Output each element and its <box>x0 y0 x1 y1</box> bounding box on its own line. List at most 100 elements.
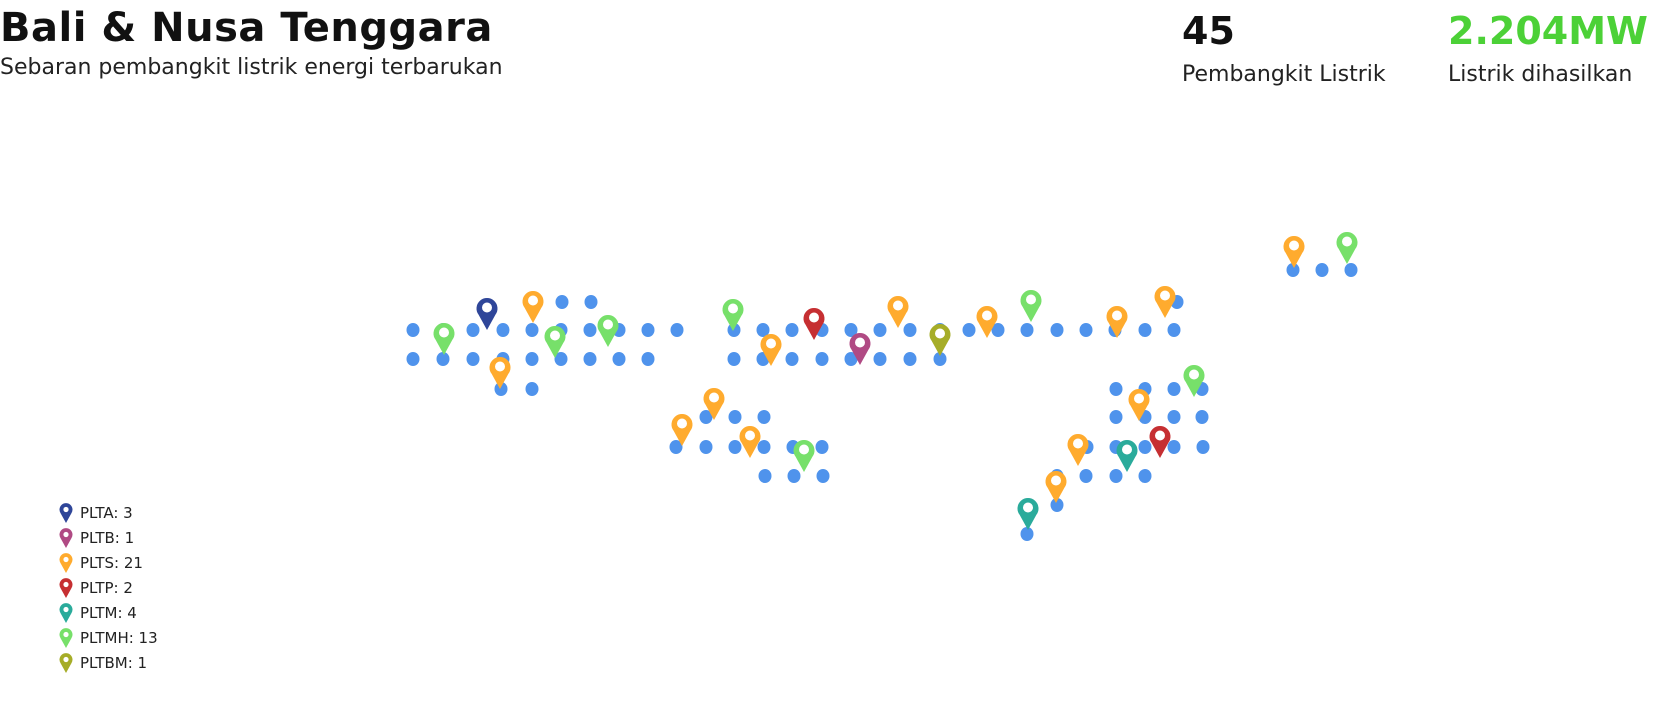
map-pin-icon[interactable] <box>671 414 693 446</box>
stat-power-value: 2.204MW <box>1448 9 1648 53</box>
land-dot <box>1167 440 1181 454</box>
land-dot <box>699 410 713 424</box>
legend-item-pltb[interactable]: PLTB: 1 <box>58 525 158 550</box>
map-pin-icon[interactable] <box>1149 426 1171 458</box>
map-pin-icon[interactable] <box>722 299 744 331</box>
map-pin-icon[interactable] <box>1336 232 1358 264</box>
legend-item-pltm[interactable]: PLTM: 4 <box>58 600 158 625</box>
map-pin-icon[interactable] <box>1183 365 1205 397</box>
land-dot <box>1079 469 1093 483</box>
plant-markers <box>433 232 1358 530</box>
map-pin-icon[interactable] <box>1283 236 1305 268</box>
map-pin-icon[interactable] <box>1017 498 1039 530</box>
map-pin-icon[interactable] <box>803 308 825 340</box>
map-pin-icon[interactable] <box>597 315 619 347</box>
map-pin-icon[interactable] <box>522 291 544 323</box>
land-dot <box>669 440 683 454</box>
map-pin-icon[interactable] <box>739 426 761 458</box>
land-dot <box>1138 440 1152 454</box>
land-dot <box>815 440 829 454</box>
land-dot <box>1286 263 1300 277</box>
land-dots <box>406 263 1358 541</box>
land-dot <box>436 352 450 366</box>
legend-item-pltp[interactable]: PLTP: 2 <box>58 575 158 600</box>
map-pin-icon[interactable] <box>887 296 909 328</box>
map-pin-icon[interactable] <box>976 306 998 338</box>
land-dot <box>1195 410 1209 424</box>
map-pin-icon[interactable] <box>1020 290 1042 322</box>
land-dot <box>757 410 771 424</box>
map-pin-icon[interactable] <box>1067 434 1089 466</box>
map-pin-icon <box>59 502 73 523</box>
land-dot <box>584 295 598 309</box>
land-dot <box>1167 382 1181 396</box>
map-pin-icon[interactable] <box>929 324 951 356</box>
legend-label: PLTP: 2 <box>80 578 133 597</box>
land-dot <box>670 323 684 337</box>
land-dot <box>1079 323 1093 337</box>
page-title: Bali & Nusa Tenggara <box>0 5 493 51</box>
land-dot <box>466 352 480 366</box>
map-pin-icon[interactable] <box>489 357 511 389</box>
land-dot <box>496 323 510 337</box>
land-dot <box>1109 410 1123 424</box>
legend-label: PLTBM: 1 <box>80 653 148 672</box>
land-dot <box>612 352 626 366</box>
map-pin-icon <box>59 652 73 673</box>
legend-label: PLTS: 21 <box>80 553 143 572</box>
land-dot <box>728 410 742 424</box>
land-dot <box>554 352 568 366</box>
land-dot <box>727 352 741 366</box>
land-dot <box>1167 410 1181 424</box>
land-dot <box>1050 498 1064 512</box>
land-dot <box>1109 469 1123 483</box>
map-pin-icon[interactable] <box>760 334 782 366</box>
legend-item-plta[interactable]: PLTA: 3 <box>58 500 158 525</box>
land-dot <box>525 382 539 396</box>
stat-plant-count-value: 45 <box>1182 9 1235 53</box>
legend-item-pltbm[interactable]: PLTBM: 1 <box>58 650 158 675</box>
land-dot <box>816 469 830 483</box>
map-pin-icon[interactable] <box>433 323 455 355</box>
land-dot <box>1138 323 1152 337</box>
land-dot <box>583 323 597 337</box>
map-pin-icon[interactable] <box>1154 286 1176 318</box>
land-dot <box>903 352 917 366</box>
map-pin-icon <box>59 577 73 598</box>
land-dot <box>962 323 976 337</box>
map-pin-icon[interactable] <box>544 326 566 358</box>
map-pin-icon[interactable] <box>793 440 815 472</box>
map-pin-icon[interactable] <box>476 298 498 330</box>
map-pin-icon[interactable] <box>1045 471 1067 503</box>
land-dot <box>1020 527 1034 541</box>
land-dot <box>844 323 858 337</box>
land-dot <box>555 295 569 309</box>
legend-item-plts[interactable]: PLTS: 21 <box>58 550 158 575</box>
land-dot <box>1138 469 1152 483</box>
map-pin-icon[interactable] <box>703 388 725 420</box>
stat-plant-count-label: Pembangkit Listrik <box>1182 62 1386 87</box>
stat-power: 2.204MW Listrik dihasilkan <box>1448 8 1648 90</box>
map-pin-icon[interactable] <box>1106 306 1128 338</box>
land-dot <box>525 352 539 366</box>
land-dot <box>728 440 742 454</box>
land-dot <box>758 469 772 483</box>
page-subtitle: Sebaran pembangkit listrik energi terbar… <box>0 55 503 80</box>
land-dot <box>406 323 420 337</box>
land-dot <box>1020 323 1034 337</box>
land-dot <box>1050 323 1064 337</box>
map-pin-icon[interactable] <box>1128 389 1150 421</box>
stat-plant-count: 45 Pembangkit Listrik <box>1182 8 1386 90</box>
land-dot <box>1344 263 1358 277</box>
land-dot <box>756 323 770 337</box>
land-dot <box>873 352 887 366</box>
land-dot <box>785 323 799 337</box>
legend-item-pltmh[interactable]: PLTMH: 13 <box>58 625 158 650</box>
land-dot <box>903 323 917 337</box>
legend: PLTA: 3 PLTB: 1 PLTS: 21 PLTP: 2 PLTM: 4 <box>58 500 158 675</box>
map-pin-icon[interactable] <box>849 333 871 365</box>
map-pin-icon[interactable] <box>1116 440 1138 472</box>
legend-label: PLTB: 1 <box>80 528 135 547</box>
land-dot <box>991 323 1005 337</box>
